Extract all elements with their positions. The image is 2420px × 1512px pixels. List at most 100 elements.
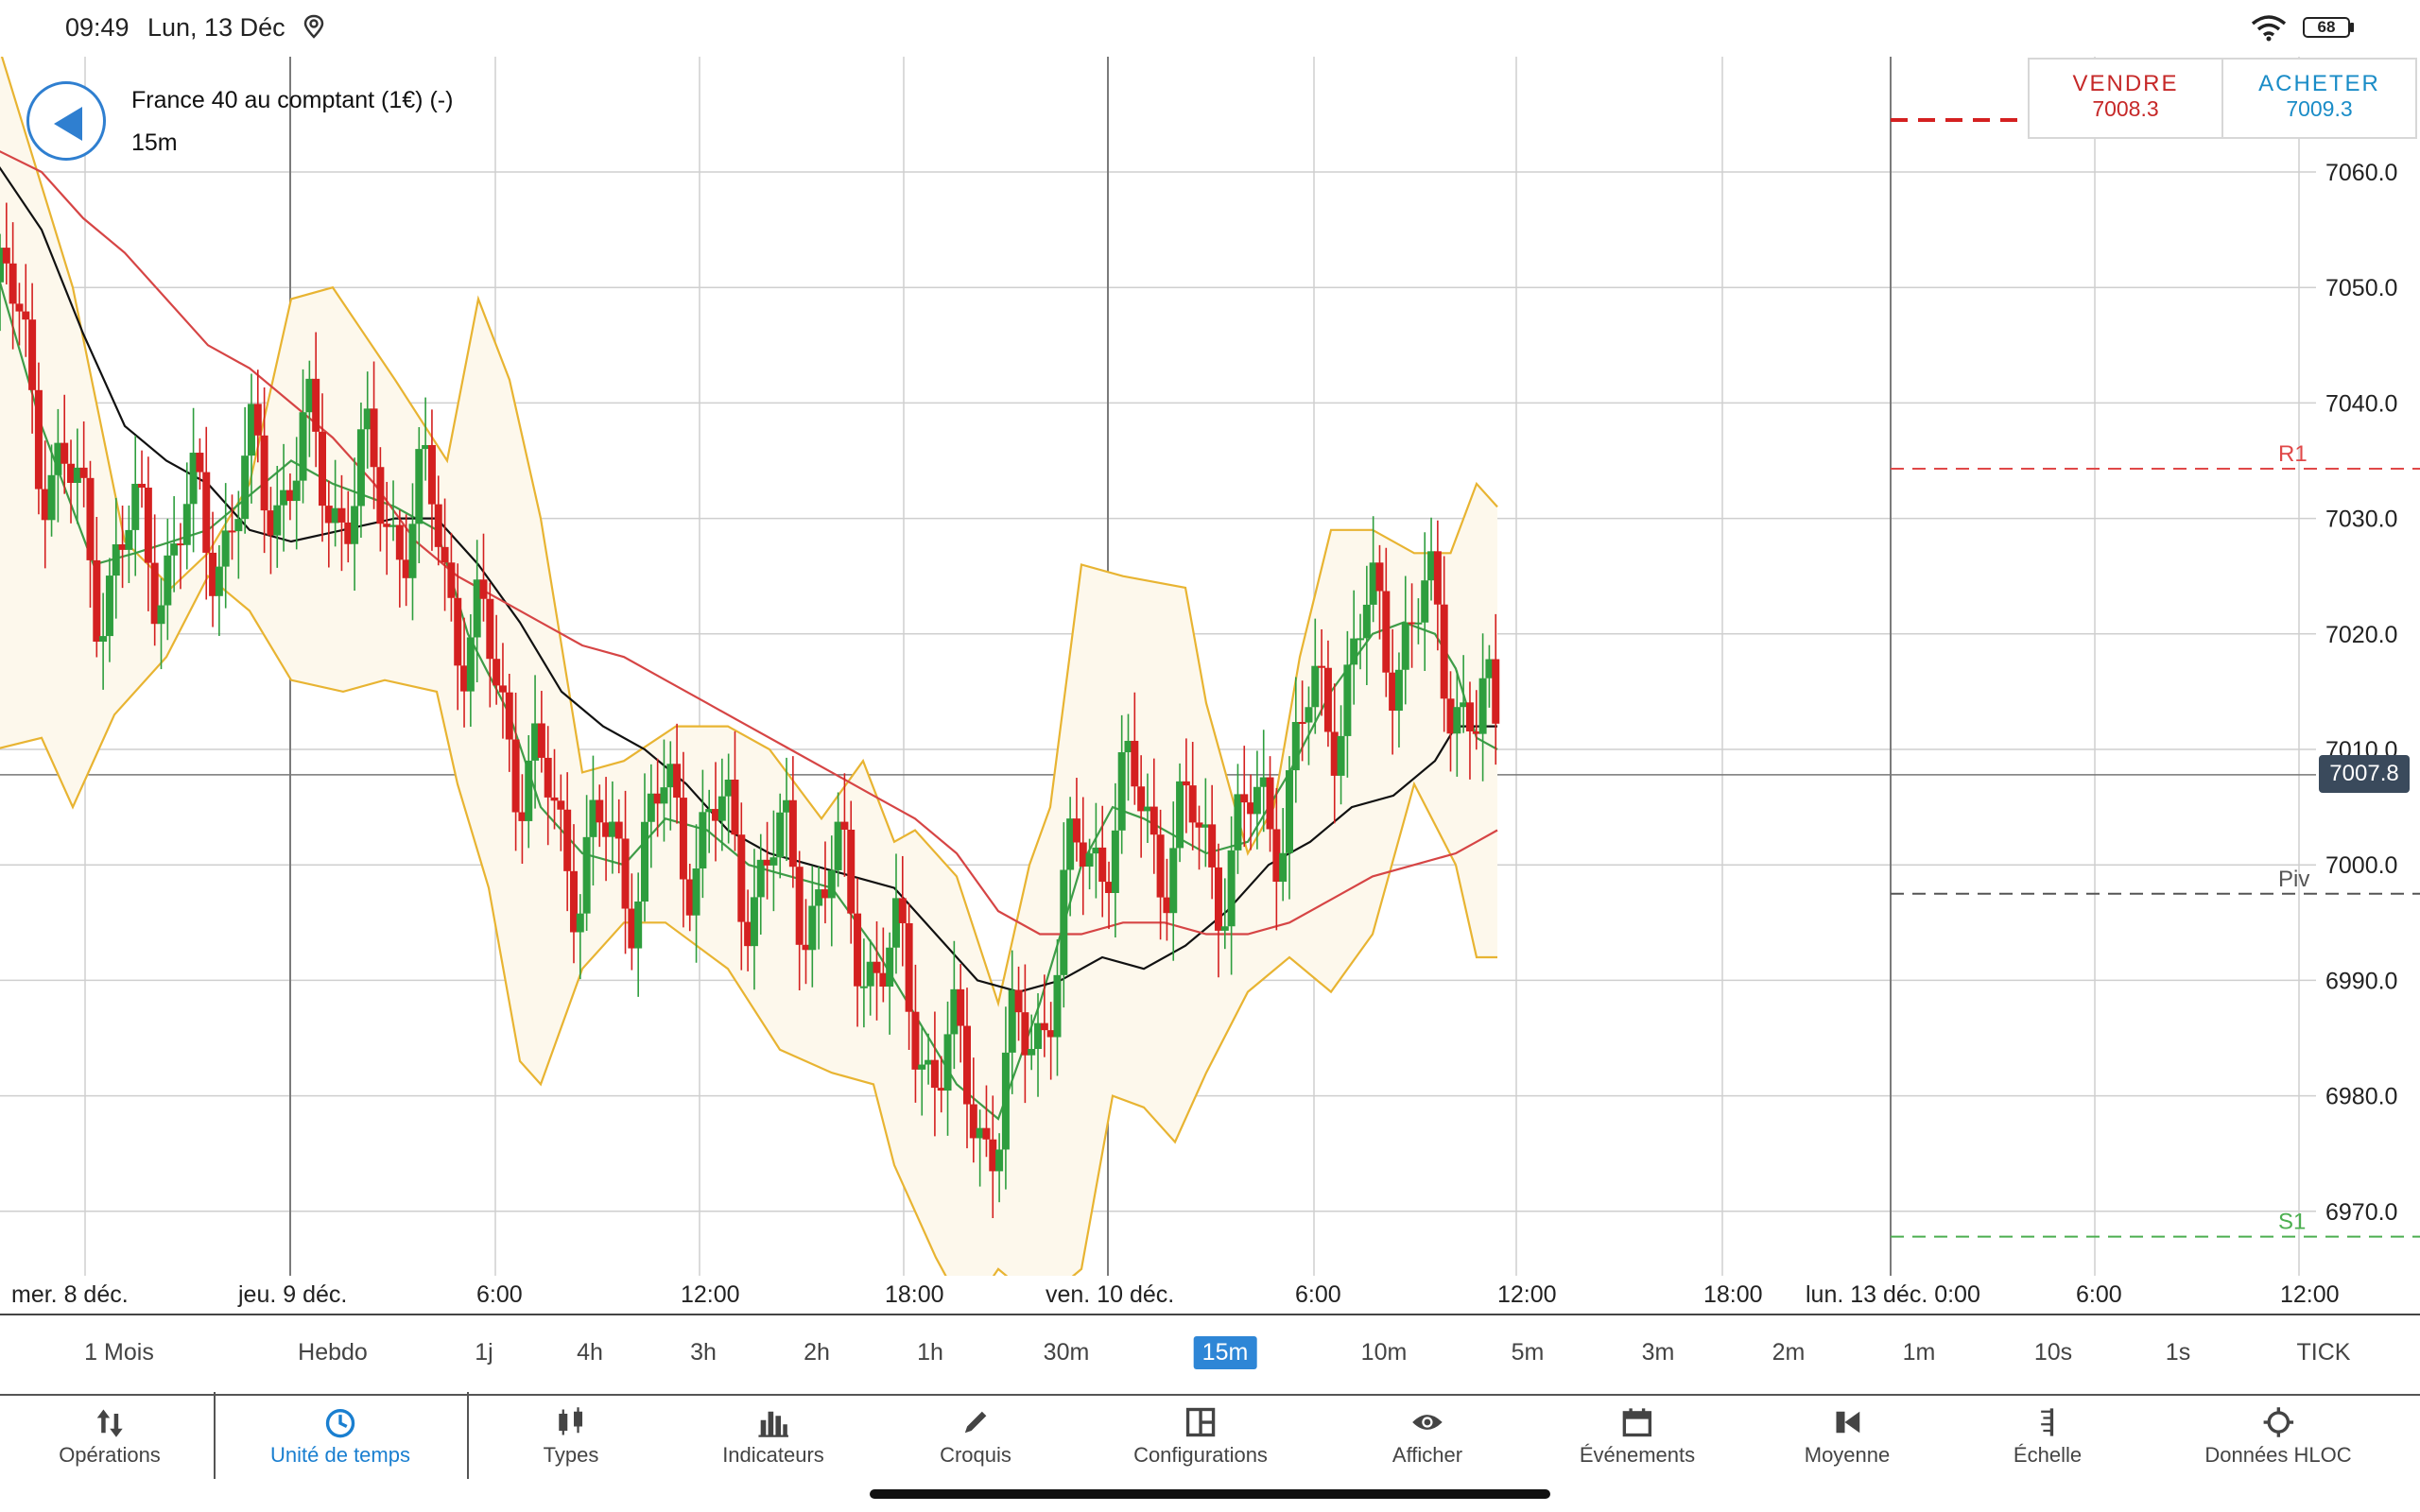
candle xyxy=(653,758,662,837)
timeframe-1-mois[interactable]: 1 Mois xyxy=(84,1339,154,1366)
candle xyxy=(331,459,339,547)
candle xyxy=(1034,993,1043,1097)
candle xyxy=(788,756,797,888)
candle xyxy=(815,866,823,950)
candle xyxy=(460,617,469,728)
home-indicator xyxy=(870,1489,1550,1499)
timeframe-3m[interactable]: 3m xyxy=(1641,1339,1675,1366)
candle xyxy=(925,1033,933,1085)
y-tick-label: 7000.0 xyxy=(2325,852,2397,879)
candle xyxy=(324,480,333,568)
candle xyxy=(1279,808,1288,902)
candle xyxy=(1259,730,1268,833)
candle xyxy=(479,533,488,622)
timeframe-4h[interactable]: 4h xyxy=(577,1339,603,1366)
candle xyxy=(1343,630,1352,778)
candle xyxy=(34,362,43,515)
wifi-icon xyxy=(2251,15,2287,42)
candlesticks xyxy=(0,202,1500,1218)
candle xyxy=(60,394,69,494)
candle xyxy=(537,691,545,773)
sell-button[interactable]: VENDRE 7008.3 xyxy=(2030,60,2221,137)
candle xyxy=(1131,692,1139,805)
candle xyxy=(389,480,398,541)
timeframe-1j[interactable]: 1j xyxy=(475,1339,493,1366)
buy-label: ACHETER xyxy=(2258,71,2380,96)
candle xyxy=(569,824,578,964)
x-tick-label: 6:00 xyxy=(1295,1281,1341,1308)
toolbar-bar-chart-button[interactable]: Indicateurs xyxy=(722,1396,824,1479)
candle xyxy=(73,428,81,524)
candle xyxy=(150,514,159,646)
timeframe-30m[interactable]: 30m xyxy=(1043,1339,1090,1366)
timeframe-15m[interactable]: 15m xyxy=(1193,1336,1257,1369)
toolbar-clock-button[interactable]: Unité de temps xyxy=(270,1396,410,1479)
candle xyxy=(1357,613,1365,670)
timeframe-2m[interactable]: 2m xyxy=(1772,1339,1806,1366)
toolbar-candles-button[interactable]: Types xyxy=(544,1396,598,1479)
candle xyxy=(511,693,520,851)
candle xyxy=(1124,713,1132,801)
arrow-left-icon xyxy=(54,107,82,141)
x-tick-label: 18:00 xyxy=(885,1281,944,1308)
y-tick-label: 6970.0 xyxy=(2325,1199,2397,1226)
trade-panel: VENDRE 7008.3 ACHETER 7009.3 xyxy=(2028,58,2417,139)
candle xyxy=(1220,878,1229,950)
toolbar-pencil-button[interactable]: Croquis xyxy=(940,1396,1011,1479)
timeframe-10s[interactable]: 10s xyxy=(2033,1339,2073,1366)
candle xyxy=(596,784,604,848)
candle xyxy=(241,406,250,534)
price-chart[interactable]: R1 Piv S1 7060.0 7050.0 7040.0 7030.0 7020.0 70… xyxy=(0,57,2420,1314)
buy-button[interactable]: ACHETER 7009.3 xyxy=(2221,60,2415,137)
candle xyxy=(138,450,147,508)
back-button[interactable] xyxy=(26,81,106,161)
candle xyxy=(1053,939,1062,1076)
candle xyxy=(164,518,172,641)
candle xyxy=(1021,964,1029,1104)
candle xyxy=(1427,517,1436,601)
candle xyxy=(170,496,179,593)
timeframe-hebdo[interactable]: Hebdo xyxy=(298,1339,368,1366)
bollinger-lower-line xyxy=(0,574,1497,1314)
candle xyxy=(105,558,113,662)
candle xyxy=(840,773,849,877)
timeframe-10m[interactable]: 10m xyxy=(1360,1339,1408,1366)
candle xyxy=(376,447,385,552)
toolbar-label: Configurations xyxy=(1133,1443,1268,1467)
candle xyxy=(1176,763,1184,863)
timeframe-1s[interactable]: 1s xyxy=(2165,1339,2191,1366)
y-tick-label: 6980.0 xyxy=(2325,1084,2397,1110)
candle xyxy=(9,222,17,350)
candle xyxy=(267,487,275,575)
candle xyxy=(1323,640,1332,747)
candle xyxy=(99,593,108,690)
toolbar-scale-button[interactable]: Échelle xyxy=(2014,1396,2082,1479)
candle xyxy=(724,753,733,844)
candle xyxy=(415,426,424,563)
toolbar-layout-button[interactable]: Configurations xyxy=(1133,1396,1268,1479)
candle xyxy=(1433,520,1442,651)
pencil-icon xyxy=(964,1411,987,1434)
candle xyxy=(182,462,191,570)
timeframe-2h[interactable]: 2h xyxy=(804,1339,830,1366)
timeframe-1m[interactable]: 1m xyxy=(1902,1339,1936,1366)
toolbar-crosshair-button[interactable]: Données HLOC xyxy=(2204,1396,2352,1479)
operations-icon xyxy=(96,1409,123,1437)
timeframe-bar: 1 Mois Hebdo 1j 4h 3h 2h 1h 30m 15m 10m 5m 3m 2m 1m 10… xyxy=(0,1314,2420,1394)
candle xyxy=(486,582,494,708)
timeframe-tick[interactable]: TICK xyxy=(2296,1339,2351,1366)
timeframe-5m[interactable]: 5m xyxy=(1511,1339,1545,1366)
timeframe-1h[interactable]: 1h xyxy=(917,1339,943,1366)
toolbar-calendar-button[interactable]: Événements xyxy=(1580,1396,1695,1479)
toolbar-average-button[interactable]: Moyenne xyxy=(1805,1396,1890,1479)
candle xyxy=(93,516,101,658)
x-tick-label: 6:00 xyxy=(476,1281,523,1308)
toolbar-operations-button[interactable]: Opérations xyxy=(59,1396,161,1479)
toolbar-eye-button[interactable]: Afficher xyxy=(1392,1396,1462,1479)
candle xyxy=(1472,690,1480,750)
candle xyxy=(351,457,359,592)
candle xyxy=(157,577,165,670)
x-tick-label: 12:00 xyxy=(2280,1281,2340,1308)
candle xyxy=(228,494,236,560)
timeframe-3h[interactable]: 3h xyxy=(690,1339,717,1366)
